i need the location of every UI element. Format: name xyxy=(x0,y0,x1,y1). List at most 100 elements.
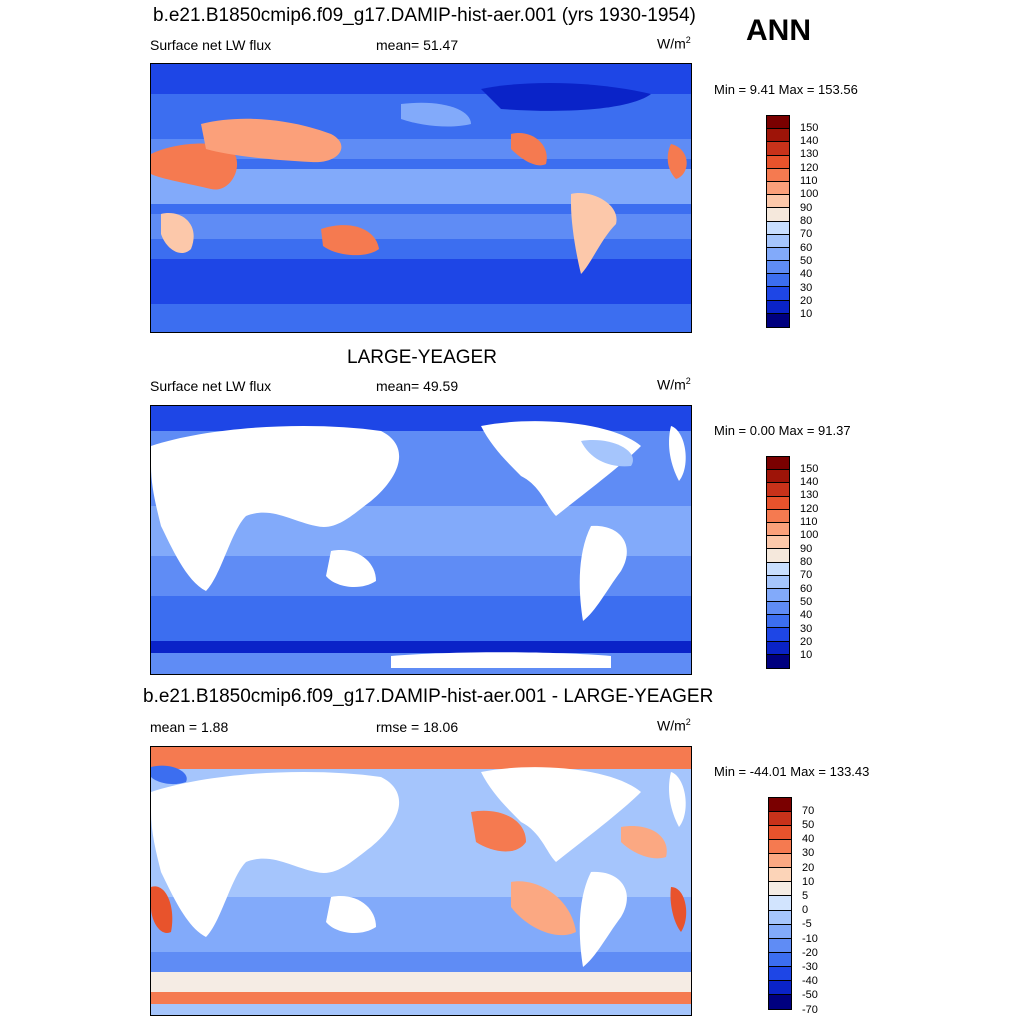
panel-2-colorbar xyxy=(766,456,790,669)
colorbar-swatch xyxy=(767,575,789,589)
colorbar-tick-label: 5 xyxy=(802,889,809,902)
colorbar-tick-label: 130 xyxy=(800,489,819,502)
colorbar-swatch xyxy=(769,980,791,995)
colorbar-swatch xyxy=(767,470,789,484)
colorbar-tick-label: 90 xyxy=(800,201,813,214)
colorbar-swatch xyxy=(769,840,791,855)
panel-3-mean: mean = 1.88 xyxy=(150,719,229,735)
colorbar-tick-label: -20 xyxy=(802,946,818,959)
colorbar-swatch xyxy=(767,168,789,182)
colorbar-swatch xyxy=(767,142,789,156)
colorbar-swatch xyxy=(767,208,789,222)
colorbar-swatch xyxy=(767,615,789,629)
colorbar-swatch xyxy=(767,247,789,262)
colorbar-tick-label: 80 xyxy=(800,215,813,227)
colorbar-tick-label: 140 xyxy=(800,476,819,489)
panel-2-minmax: Min = 0.00 Max = 91.37 xyxy=(714,423,851,438)
colorbar-swatch xyxy=(767,483,789,497)
colorbar-swatch xyxy=(767,261,789,275)
colorbar-tick-label: 50 xyxy=(800,595,813,608)
panel-3-map xyxy=(150,746,692,1016)
colorbar-swatch xyxy=(767,300,789,314)
panel-3-colorbar-ticks: 70 50 40 30 20 10 5 0 -5 -10 -20 -30 -40 -50 -70 xyxy=(802,797,842,1015)
colorbar-tick-label: 20 xyxy=(800,294,813,307)
colorbar-swatch xyxy=(767,509,789,523)
colorbar-swatch xyxy=(769,854,791,869)
colorbar-swatch xyxy=(769,826,791,841)
colorbar-tick-label: -5 xyxy=(802,918,812,931)
colorbar-tick-label: 120 xyxy=(800,161,819,174)
colorbar-swatch xyxy=(767,457,789,471)
colorbar-swatch xyxy=(767,562,789,576)
colorbar-tick-label: 40 xyxy=(800,268,813,281)
colorbar-tick-label: 30 xyxy=(802,847,815,860)
panel-2-units: W/m2 xyxy=(657,376,691,393)
colorbar-tick-label: 20 xyxy=(800,635,813,648)
colorbar-tick-label: 140 xyxy=(800,135,819,148)
colorbar-swatch xyxy=(769,910,791,925)
panel-1-mean: mean= 51.47 xyxy=(376,37,459,53)
panel-1-minmax: Min = 9.41 Max = 153.56 xyxy=(714,82,858,97)
colorbar-swatch xyxy=(767,549,789,563)
colorbar-swatch xyxy=(769,896,791,911)
colorbar-swatch xyxy=(769,994,791,1009)
colorbar-tick-label: 150 xyxy=(800,121,819,134)
colorbar-swatch xyxy=(769,924,791,939)
colorbar-tick-label: 10 xyxy=(800,649,813,662)
colorbar-tick-label: 150 xyxy=(800,462,819,475)
panel-2-title: LARGE-YEAGER xyxy=(347,347,497,368)
colorbar-swatch xyxy=(769,812,791,827)
colorbar-tick-label: 30 xyxy=(800,281,813,294)
panel-1-colorbar xyxy=(766,115,790,328)
colorbar-tick-label: 80 xyxy=(800,556,813,568)
colorbar-swatch xyxy=(769,938,791,953)
colorbar-swatch xyxy=(769,966,791,981)
panel-1-units: W/m2 xyxy=(657,35,691,52)
colorbar-swatch xyxy=(767,628,789,642)
colorbar-swatch xyxy=(767,496,789,510)
colorbar-tick-label: 90 xyxy=(800,542,813,555)
colorbar-swatch xyxy=(767,654,789,668)
colorbar-swatch xyxy=(767,602,789,616)
colorbar-tick-label: 100 xyxy=(800,529,819,542)
colorbar-swatch xyxy=(769,952,791,967)
colorbar-tick-label: -30 xyxy=(802,960,818,973)
colorbar-swatch xyxy=(767,274,789,288)
panel-1-variable: Surface net LW flux xyxy=(150,37,272,53)
panel-1-colorbar-ticks: 150 140 130 120 110 100 90 80 70 60 50 40 30 20 10 xyxy=(800,115,840,328)
colorbar-swatch xyxy=(767,641,789,655)
colorbar-tick-label: 20 xyxy=(802,861,815,874)
season-label: ANN xyxy=(746,14,811,47)
colorbar-tick-label: 110 xyxy=(800,175,818,188)
colorbar-tick-label: 40 xyxy=(800,609,813,622)
colorbar-swatch xyxy=(767,129,789,143)
panel-3-units: W/m2 xyxy=(657,717,691,734)
colorbar-tick-label: 10 xyxy=(800,308,813,321)
colorbar-swatch xyxy=(767,536,789,550)
colorbar-tick-label: 10 xyxy=(802,875,815,888)
colorbar-tick-label: 50 xyxy=(802,818,815,831)
colorbar-tick-label: 100 xyxy=(800,188,819,201)
panel-3-title: b.e21.B1850cmip6.f09_g17.DAMIP-hist-aer.… xyxy=(143,686,714,707)
colorbar-swatch xyxy=(767,313,789,327)
colorbar-tick-label: 60 xyxy=(800,582,813,595)
colorbar-tick-label: 70 xyxy=(800,569,813,582)
colorbar-swatch xyxy=(767,287,789,301)
colorbar-swatch xyxy=(767,155,789,169)
colorbar-swatch xyxy=(767,234,789,248)
panel-3-minmax: Min = -44.01 Max = 133.43 xyxy=(714,764,870,779)
colorbar-swatch xyxy=(767,195,789,209)
colorbar-tick-label: 120 xyxy=(800,502,819,515)
panel-3-colorbar xyxy=(768,797,792,1010)
colorbar-tick-label: -70 xyxy=(802,1003,818,1016)
colorbar-swatch xyxy=(767,181,789,196)
panel-2-mean: mean= 49.59 xyxy=(376,378,459,394)
panel-2-map xyxy=(150,405,692,675)
panel-2-colorbar-ticks: 150 140 130 120 110 100 90 80 70 60 50 40 30 20 10 xyxy=(800,456,840,669)
colorbar-tick-label: 70 xyxy=(800,228,813,241)
colorbar-swatch xyxy=(767,522,789,537)
colorbar-tick-label: 130 xyxy=(800,148,819,161)
colorbar-tick-label: -40 xyxy=(802,975,818,988)
colorbar-tick-label: 0 xyxy=(802,904,809,917)
colorbar-tick-label: 70 xyxy=(802,804,815,817)
